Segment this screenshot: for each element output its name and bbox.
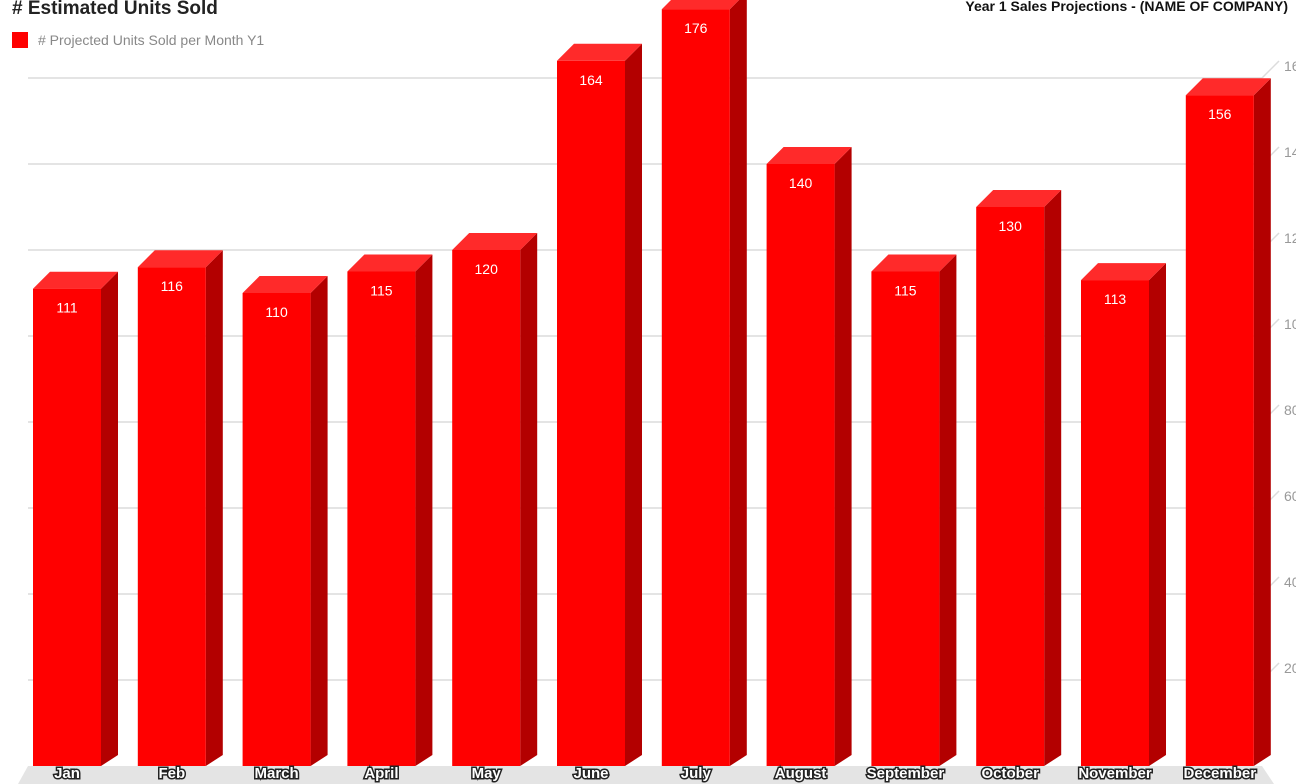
x-tick-label: Feb <box>158 765 185 782</box>
bar-top <box>766 147 852 164</box>
data-label: 176 <box>684 20 708 36</box>
bar-top <box>242 276 328 293</box>
bar-top <box>1081 263 1166 281</box>
bar-top <box>33 271 118 289</box>
x-tick-label: December <box>1184 765 1257 782</box>
gridline-depth <box>1261 60 1280 79</box>
bar-top <box>557 43 642 61</box>
bar-side <box>729 0 747 766</box>
bar <box>1081 280 1149 766</box>
plot-floor <box>18 766 1274 784</box>
bar-side <box>939 254 957 766</box>
bar <box>766 164 835 766</box>
x-tick-label: July <box>681 765 712 782</box>
bar-side <box>834 147 852 766</box>
x-tick-label: May <box>472 765 502 782</box>
bar-side <box>1149 263 1166 766</box>
x-tick-label: November <box>1078 765 1152 782</box>
data-label: 113 <box>1104 291 1127 307</box>
bar <box>242 293 311 766</box>
bar-top <box>452 233 538 250</box>
bar-top <box>976 190 1062 207</box>
data-label: 111 <box>56 300 77 316</box>
x-tick-label: Jan <box>54 765 80 782</box>
x-tick-label: August <box>775 765 827 782</box>
bar-side <box>310 276 328 766</box>
x-tick-label: September <box>867 765 945 782</box>
bar <box>976 207 1045 766</box>
bar-top <box>137 250 223 268</box>
bar <box>661 9 730 766</box>
data-label: 115 <box>370 283 393 299</box>
y-tick-label: 140 <box>1284 144 1296 160</box>
x-tick-label: October <box>981 765 1039 782</box>
bar-side <box>205 250 223 766</box>
data-label: 140 <box>789 175 813 191</box>
bar-side <box>415 254 433 766</box>
chart-title: # Estimated Units Sold <box>12 0 218 19</box>
data-label: 110 <box>265 304 288 320</box>
y-tick-label: 120 <box>1284 230 1296 246</box>
bar <box>33 288 101 766</box>
chart-subtitle: Year 1 Sales Projections - (NAME OF COMP… <box>965 0 1288 14</box>
bar-top <box>661 0 739 10</box>
bar-side <box>101 271 118 766</box>
bar <box>557 60 625 767</box>
bar <box>347 271 416 766</box>
y-tick-label: 160 <box>1284 58 1296 74</box>
bar-side <box>520 233 538 766</box>
bar <box>137 267 206 766</box>
x-tick-label: June <box>573 765 608 782</box>
y-tick-label: 100 <box>1284 316 1296 332</box>
x-tick-label: April <box>364 765 398 782</box>
y-tick-label: 40 <box>1284 574 1296 590</box>
legend-swatch <box>12 32 28 48</box>
data-label: 156 <box>1208 106 1232 122</box>
bar-side <box>1044 190 1062 766</box>
data-label: 130 <box>999 218 1023 234</box>
data-label: 120 <box>475 261 499 277</box>
x-tick-label: March <box>255 765 299 782</box>
y-tick-label: 80 <box>1284 402 1296 418</box>
bar-side <box>1253 78 1271 766</box>
bar <box>1185 95 1254 766</box>
data-label: 115 <box>894 283 917 299</box>
bar-top <box>347 254 433 272</box>
bar-top <box>1185 78 1271 96</box>
legend-label: # Projected Units Sold per Month Y1 <box>38 32 265 48</box>
data-label: 116 <box>161 278 184 294</box>
bar <box>871 271 940 766</box>
bar-side <box>625 43 642 767</box>
bar-top <box>871 254 957 272</box>
y-tick-label: 60 <box>1284 488 1296 504</box>
data-label: 164 <box>579 72 603 88</box>
y-tick-label: 20 <box>1284 660 1296 676</box>
bar <box>452 250 521 766</box>
legend: # Projected Units Sold per Month Y1 <box>12 32 264 48</box>
